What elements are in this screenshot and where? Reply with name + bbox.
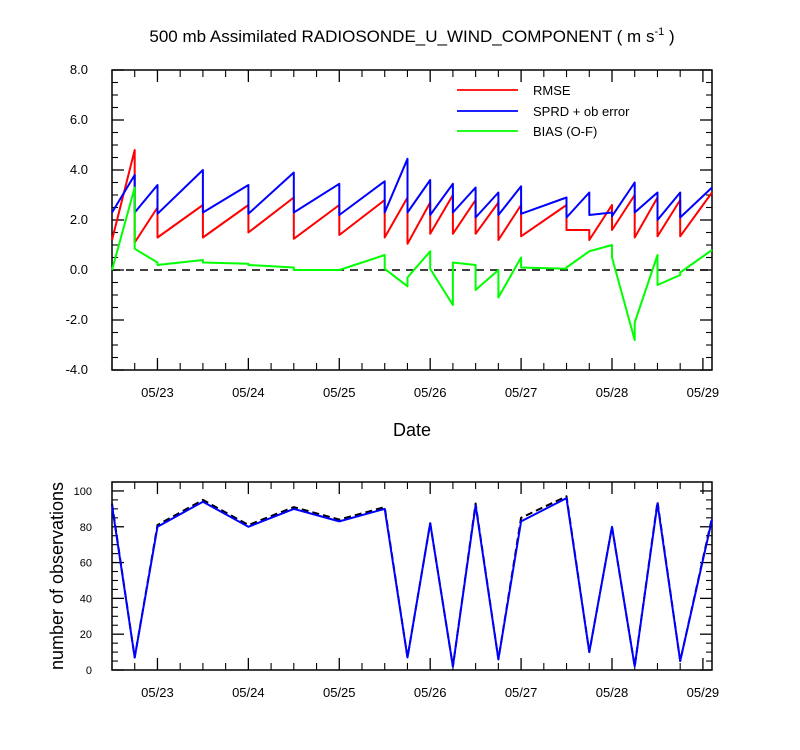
chart-title-close: ): [664, 27, 674, 46]
bottom-axis-ticks: 05/23 05/24 05/25 05/26 05/27 05/28 05/29 0 20 40…: [74, 481, 720, 700]
top-y-tick-label: 0.0: [70, 262, 88, 277]
chart-title-main: 500 mb Assimilated RADIOSONDE_U_WIND_COM…: [149, 27, 654, 46]
legend-label-rmse: RMSE: [533, 83, 571, 98]
bottom-series-group: [111, 495, 713, 668]
top-x-tick-label: 05/27: [505, 385, 538, 400]
top-x-tick-label: 05/29: [687, 385, 720, 400]
series-line-rmse: [111, 149, 713, 245]
series-line-possible: [111, 495, 713, 668]
bottom-x-tick-label: 05/24: [232, 685, 265, 700]
bottom-y-tick-label: 20: [80, 629, 92, 641]
top-x-tick-label: 05/25: [323, 385, 356, 400]
top-x-tick-label: 05/23: [141, 385, 174, 400]
x-axis-title: Date: [393, 420, 431, 440]
chart-title: 500 mb Assimilated RADIOSONDE_U_WIND_COM…: [149, 26, 674, 46]
legend: RMSE SPRD + ob error BIAS (O-F): [457, 83, 630, 139]
top-x-tick-label: 05/28: [596, 385, 629, 400]
series-line-used: [111, 497, 713, 668]
series-line-bias-o-f: [111, 186, 713, 341]
bottom-x-tick-label: 05/26: [414, 685, 447, 700]
bottom-y-tick-label: 40: [80, 593, 92, 605]
chart-title-superscript: -1: [654, 26, 664, 38]
top-y-tick-label: 4.0: [70, 162, 88, 177]
top-x-tick-label: 05/24: [232, 385, 265, 400]
y-axis-title-observations: number of observations: [47, 482, 67, 670]
bottom-y-tick-label: 0: [86, 665, 92, 677]
top-y-tick-label: 2.0: [70, 212, 88, 227]
top-y-tick-label: -2.0: [66, 312, 88, 327]
observations-plot: 05/23 05/24 05/25 05/26 05/27 05/28 05/29 0 20 40…: [47, 481, 720, 700]
bottom-y-tick-label: 100: [74, 486, 92, 498]
series-line-sprd-ob-error: [111, 157, 713, 221]
rmse-bias-plot: 05/23 05/24 05/25 05/26 05/27 05/28 05/29 -4.0 -…: [66, 62, 720, 440]
legend-label-bias: BIAS (O-F): [533, 124, 597, 139]
top-axis-ticks: 05/23 05/24 05/25 05/26 05/27 05/28 05/29 -4.0 -…: [66, 62, 720, 400]
top-y-tick-label: -4.0: [66, 362, 88, 377]
bottom-y-tick-label: 60: [80, 558, 92, 570]
top-y-tick-label: 8.0: [70, 62, 88, 77]
bottom-y-tick-label: 80: [80, 522, 92, 534]
top-y-tick-label: 6.0: [70, 112, 88, 127]
bottom-x-tick-label: 05/25: [323, 685, 356, 700]
bottom-x-tick-label: 05/23: [141, 685, 174, 700]
bottom-x-tick-label: 05/28: [596, 685, 629, 700]
bottom-plot-frame: [111, 481, 713, 671]
legend-label-sprd: SPRD + ob error: [533, 104, 630, 119]
top-x-tick-label: 05/26: [414, 385, 447, 400]
bottom-x-tick-label: 05/29: [687, 685, 720, 700]
bottom-x-tick-label: 05/27: [505, 685, 538, 700]
top-series-group: [111, 149, 713, 341]
